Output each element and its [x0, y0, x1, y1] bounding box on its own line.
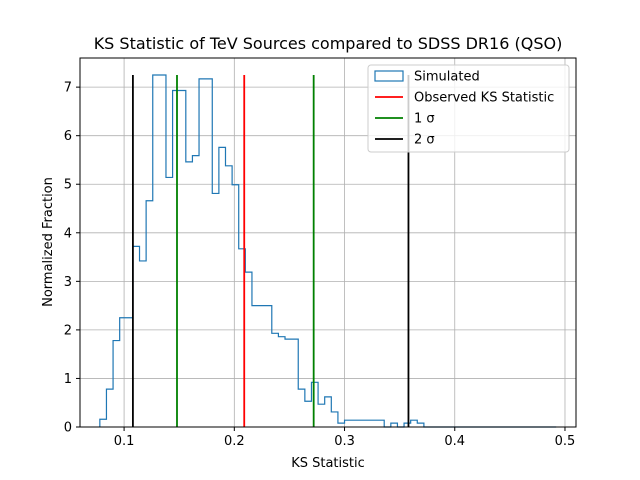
x-tick-label: 0.5 [555, 434, 576, 449]
x-tick-label: 0.2 [224, 434, 245, 449]
y-tick-layer: 0 1 2 3 4 5 6 7 [64, 81, 80, 436]
legend: Simulated Observed KS Statistic 1 σ 2 σ [367, 64, 570, 153]
legend-box [367, 64, 570, 153]
x-tick-label: 0.4 [444, 434, 465, 449]
chart-title: KS Statistic of TeV Sources compared to … [94, 34, 563, 53]
y-tick-label: 1 [64, 372, 72, 387]
x-tick-label: 0.1 [114, 434, 135, 449]
legend-label: Simulated [414, 70, 480, 85]
y-axis-label: Normalized Fraction [41, 177, 56, 307]
y-tick-label: 7 [64, 81, 72, 96]
y-tick-label: 0 [64, 421, 72, 436]
plot-frame [79, 57, 577, 428]
grid-layer [80, 58, 576, 428]
x-tick-layer: 0.1 0.2 0.3 0.4 0.5 [114, 427, 576, 449]
y-tick-label: 3 [64, 275, 72, 290]
y-tick-label: 2 [64, 323, 72, 338]
legend-label: 1 σ [414, 112, 435, 127]
x-axis-label: KS Statistic [291, 456, 365, 471]
legend-label: Observed KS Statistic [414, 91, 554, 106]
y-tick-label: 4 [64, 226, 72, 241]
y-tick-label: 5 [64, 178, 72, 193]
y-tick-label: 6 [64, 129, 72, 144]
legend-label: 2 σ [414, 133, 435, 148]
legend-swatch-simulated [374, 70, 404, 82]
x-tick-label: 0.3 [334, 434, 355, 449]
